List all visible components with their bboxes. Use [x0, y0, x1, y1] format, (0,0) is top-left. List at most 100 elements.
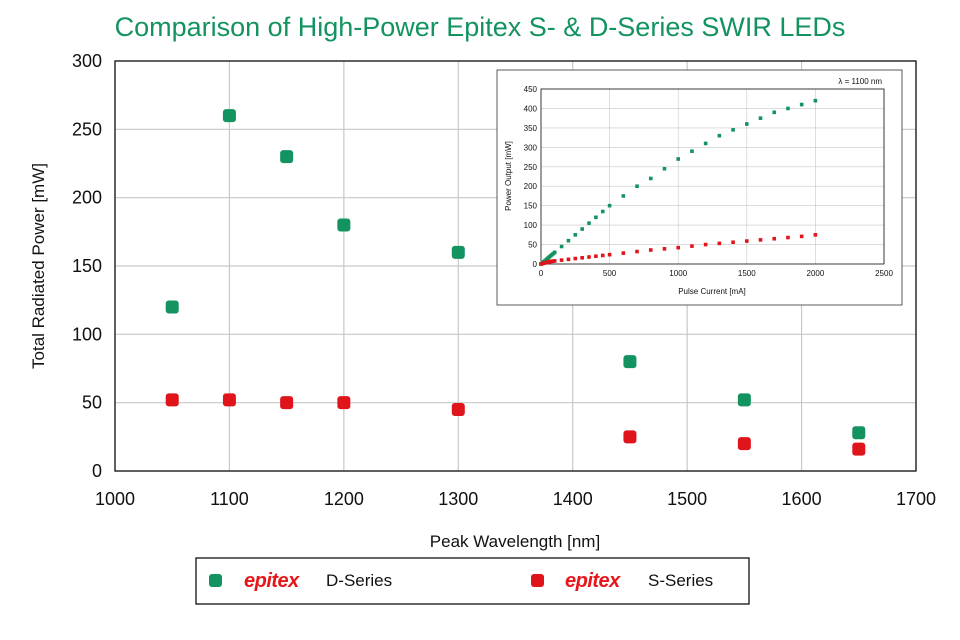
x-tick-label: 1700 — [896, 489, 936, 509]
x-tick-label: 2000 — [807, 269, 825, 278]
main-y-axis-label: Total Radiated Power [mW] — [29, 163, 48, 369]
inset-series-0-point — [813, 98, 818, 103]
legend-label-d-series: D-Series — [326, 571, 392, 590]
inset-series-0-point — [731, 128, 735, 132]
y-tick-label: 450 — [524, 85, 538, 94]
inset-series-1-point — [648, 248, 653, 252]
inset-series-1-point — [594, 254, 598, 259]
x-tick-label: 1400 — [553, 489, 593, 509]
y-tick-label: 300 — [72, 51, 102, 71]
inset-series-1-point — [621, 251, 626, 255]
inset-series-0-point — [600, 209, 605, 214]
main-series-0-point — [852, 426, 866, 440]
inset-series-0-point — [580, 227, 584, 231]
y-tick-label: 150 — [524, 202, 538, 211]
main-x-axis-label: Peak Wavelength [nm] — [430, 532, 600, 551]
inset-series-1-point — [772, 236, 777, 241]
main-series-1-point — [451, 403, 465, 416]
y-tick-label: 50 — [528, 241, 537, 250]
main-series-1-point — [222, 393, 236, 407]
main-series-1-point — [337, 396, 351, 410]
legend-box — [195, 557, 750, 605]
y-tick-label: 200 — [72, 188, 102, 208]
inset-series-1-point — [745, 239, 749, 243]
main-series-0-point — [165, 300, 179, 314]
x-tick-label: 1100 — [210, 489, 249, 509]
inset-series-0-point — [690, 149, 694, 154]
inset-series-1-point — [690, 244, 694, 248]
inset-series-0-point — [573, 233, 578, 237]
main-series-1-point — [623, 430, 637, 444]
inset-series-0-point — [552, 250, 557, 255]
main-plot-frame — [114, 60, 917, 472]
inset-series-0-point — [758, 116, 763, 120]
inset-series-0-point — [594, 215, 598, 220]
inset-series-1-point — [703, 242, 708, 247]
inset-series-0-point — [621, 194, 626, 198]
y-tick-label: 50 — [82, 393, 102, 413]
x-tick-label: 1000 — [669, 269, 687, 278]
inset-series-1-point — [559, 258, 564, 262]
inset-series-0-point — [648, 176, 653, 181]
inset-series-1-point — [587, 255, 591, 259]
inset-series-0-point — [772, 110, 777, 115]
main-series-1-point — [280, 396, 294, 410]
main-series-0-point — [451, 245, 465, 259]
x-tick-label: 1300 — [438, 489, 478, 509]
legend-brand-s-series: epitex — [565, 570, 621, 592]
inset-series-0-point — [635, 184, 639, 189]
x-tick-label: 0 — [539, 269, 544, 278]
inset-series-1-point — [758, 238, 763, 242]
inset-annotation: λ = 1100 nm — [838, 77, 882, 86]
x-tick-label: 1000 — [95, 489, 135, 509]
inset-series-0-point — [799, 102, 804, 107]
main-series-0-point — [337, 218, 351, 232]
legend: epitex D-Series epitex S-Series — [195, 557, 750, 605]
inset-series-0-point — [566, 238, 571, 243]
inset-series-1-point — [717, 241, 722, 246]
main-series-1-point — [165, 393, 179, 407]
inset-series-1-point — [635, 249, 639, 254]
inset-series-1-point — [552, 259, 557, 263]
y-tick-label: 200 — [524, 182, 538, 191]
inset-series-1-point — [676, 245, 680, 250]
inset-series-0-point — [607, 203, 612, 208]
inset-plot-frame — [540, 88, 885, 265]
inset-series-1-point — [731, 240, 735, 245]
x-tick-label: 1200 — [324, 489, 364, 509]
y-tick-label: 300 — [524, 143, 538, 152]
main-series-1-point — [852, 442, 866, 456]
inset-background — [496, 69, 903, 306]
legend-label-s-series: S-Series — [648, 571, 713, 590]
x-tick-label: 500 — [603, 269, 617, 278]
inset-series-0-point — [703, 141, 708, 146]
inset-series-0-point — [662, 166, 667, 171]
inset-series-1-point — [799, 234, 804, 239]
x-tick-label: 2500 — [875, 269, 893, 278]
y-tick-label: 100 — [524, 221, 538, 230]
y-tick-label: 150 — [72, 256, 102, 276]
inset-data-points — [539, 98, 818, 266]
inset-series-0-point — [559, 244, 564, 249]
inset-series-1-point — [813, 233, 818, 237]
inset-series-1-point — [580, 255, 584, 260]
inset-series-1-point — [573, 256, 578, 261]
main-series-0-point — [623, 355, 637, 369]
chart-title: Comparison of High-Power Epitex S- & D-S… — [114, 12, 846, 42]
y-tick-label: 0 — [533, 260, 538, 269]
main-data-points — [165, 109, 866, 456]
inset-tick-labels: 0 500 1000 1500 2000 2500 0 50 100 150 200 250 300 35… — [524, 85, 894, 278]
inset-series-1-point — [662, 247, 667, 251]
main-series-0-point — [222, 109, 236, 123]
y-tick-label: 400 — [524, 104, 538, 113]
x-tick-label: 1500 — [667, 489, 707, 509]
x-tick-label: 1600 — [782, 489, 822, 509]
y-tick-label: 350 — [524, 124, 538, 133]
legend-brand-d-series: epitex — [244, 570, 300, 592]
inset-series-1-point — [607, 252, 612, 257]
x-tick-label: 1500 — [738, 269, 756, 278]
inset-series-1-point — [600, 253, 605, 258]
y-tick-label: 250 — [72, 119, 102, 139]
inset-chart: 0 500 1000 1500 2000 2500 0 50 100 150 200 250 300 35… — [496, 69, 903, 306]
